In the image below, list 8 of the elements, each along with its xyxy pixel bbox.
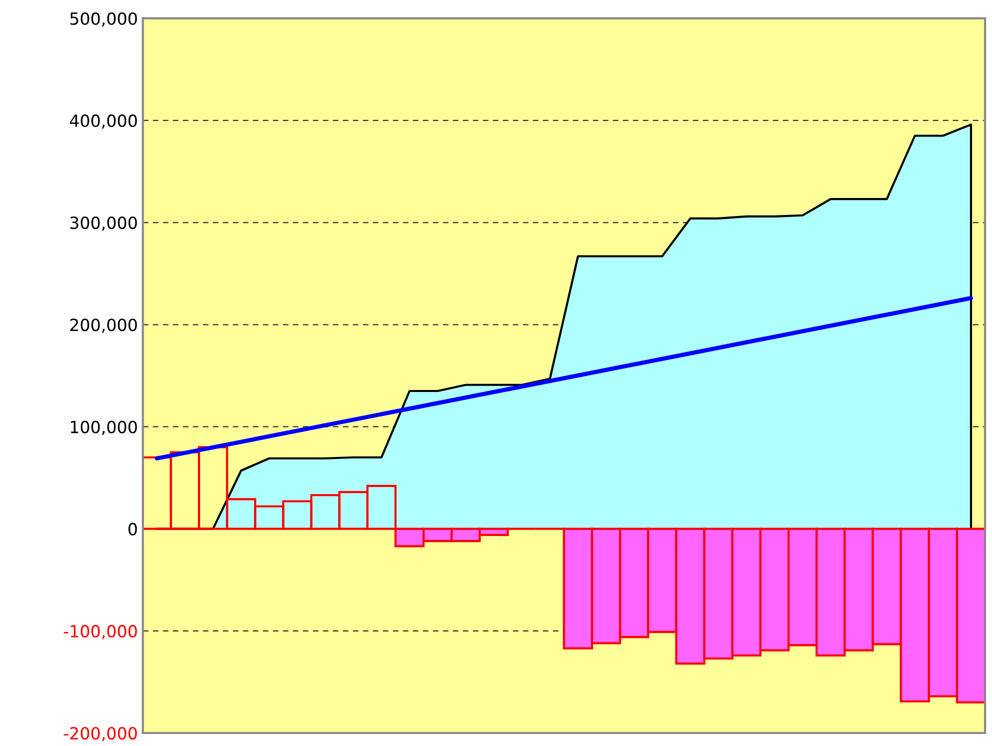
y-tick-label: 200,000: [70, 318, 137, 333]
y-tick-label: 300,000: [70, 216, 137, 231]
y-tick-label: -200,000: [64, 726, 137, 742]
y-tick-label: 500,000: [70, 12, 137, 27]
y-tick-label: 0: [128, 522, 137, 536]
y-tick-label: 100,000: [70, 420, 137, 436]
y-tick-label: -100,000: [64, 624, 137, 640]
y-tick-label: 400,000: [70, 114, 137, 129]
